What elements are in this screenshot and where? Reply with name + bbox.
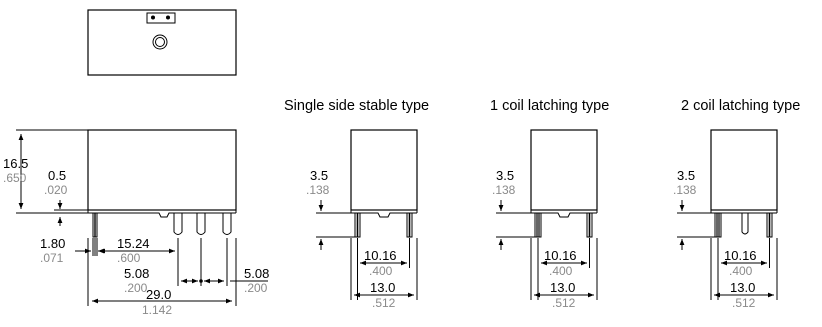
front-view-pin-1 [92, 212, 98, 238]
top-view-body [87, 9, 237, 76]
dim-pitch-a: 15.24 [117, 236, 150, 251]
type-1-coil-latching: 1 coil latching type 3.5 .138 10.16 .400… [490, 98, 609, 310]
dim-height: 16.5 [3, 156, 28, 171]
dim-pin-length: 3.5 [310, 168, 328, 183]
dim-ledge: 0.5 [48, 168, 66, 183]
side-view-pin-right [406, 212, 413, 238]
dim-pin-spacing: 10.16 [544, 248, 577, 263]
dim-pin-width: 1.80 [40, 236, 65, 251]
dim-width-inch: .512 [552, 296, 576, 310]
top-view-terminal-block [146, 12, 176, 24]
dim-pin-spacing-inch: .400 [549, 264, 573, 278]
dim-ledge-inch: .020 [44, 183, 68, 197]
side-view-body [710, 129, 778, 211]
front-view-body [87, 129, 237, 211]
dim-height-inch: .650 [3, 171, 27, 185]
dim-pitch-b: 5.08 [124, 266, 149, 281]
type-single-side-stable: Single side stable type 3.5 .138 10.16 .… [284, 98, 429, 310]
side-view-pin-right [586, 212, 593, 238]
front-view-base [88, 212, 236, 218]
dim-width-inch: .512 [732, 296, 756, 310]
front-view: 16.5 .650 0.5 .020 1.80 .071 15.24 .600 … [3, 129, 269, 317]
side-view-pin-right [766, 212, 773, 238]
type-title: 2 coil latching type [681, 98, 800, 114]
side-view-body [350, 129, 418, 211]
dim-pin-spacing: 10.16 [364, 248, 397, 263]
top-view-mount-outer [152, 34, 168, 50]
dim-pin-length-inch: .138 [673, 183, 697, 197]
side-view-base [531, 212, 597, 218]
front-view-pin-2 [173, 213, 183, 235]
dim-pin-spacing-inch: .400 [369, 264, 393, 278]
front-view-pin-4 [222, 213, 232, 235]
side-view-base [351, 212, 417, 218]
dim-pitch-c-inch: .200 [244, 281, 268, 295]
side-view-pin-left [534, 212, 542, 238]
type-title: Single side stable type [284, 98, 429, 114]
dim-pin-spacing-inch: .400 [729, 264, 753, 278]
side-view-pin-left [354, 212, 361, 238]
front-view-pin-3 [196, 213, 206, 235]
top-view-mount-inner [155, 37, 165, 47]
top-view-dot-right [166, 15, 170, 20]
dim-length: 29.0 [146, 287, 171, 302]
dim-pitch-c: 5.08 [244, 266, 269, 281]
dim-width: 13.0 [370, 280, 395, 295]
top-view [87, 9, 237, 76]
type-2-coil-latching: 2 coil latching type 3.5 .138 10.16 .400… [673, 98, 800, 310]
dim-pitch-b-inch: .200 [124, 281, 148, 295]
dim-pin-width-inch: .071 [40, 251, 64, 265]
top-view-dot-left [151, 15, 155, 20]
dim-width: 13.0 [550, 280, 575, 295]
dim-pin-length: 3.5 [677, 168, 695, 183]
dim-pin-length-inch: .138 [492, 183, 516, 197]
dim-length-inch: 1.142 [142, 303, 172, 317]
dim-pin-length-inch: .138 [306, 183, 330, 197]
dim-pin-spacing: 10.16 [724, 248, 757, 263]
side-view-pin-left [714, 212, 722, 238]
type-title: 1 coil latching type [490, 98, 609, 114]
dim-pitch-a-inch: .600 [117, 251, 141, 265]
dim-width: 13.0 [730, 280, 755, 295]
dim-pin-length: 3.5 [496, 168, 514, 183]
side-view-body [530, 129, 598, 211]
side-view-pin-middle [741, 213, 749, 235]
dim-width-inch: .512 [372, 296, 396, 310]
